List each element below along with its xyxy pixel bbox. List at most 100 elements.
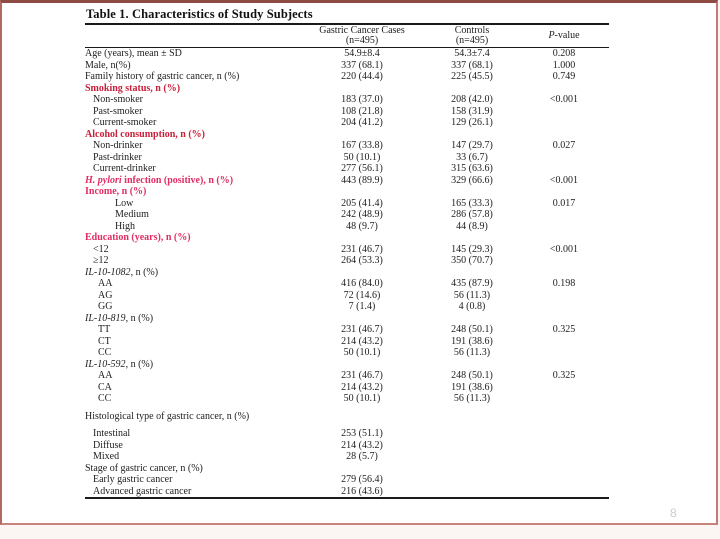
cell-pvalue: <0.001 [549,94,579,105]
cell-pvalue [519,474,609,486]
row-label: Non-smoker [93,94,143,105]
cell-cases: 183 (37.0) [341,94,383,105]
table-row: Education (years), n (%) [85,232,609,244]
cell-controls: 350 (70.7) [451,255,493,266]
row-label: Current-drinker [93,163,156,174]
cell-pvalue [519,255,609,267]
cell-controls: 191 (38.6) [451,381,493,393]
table-body: Age (years), mean ± SD 54.9±8.4 54.3±7.4… [85,48,609,499]
row-label: H. pylori infection (positive), n (%) [85,174,234,186]
row-label: Histological type of gastric cancer, n (… [85,410,250,422]
cell-controls [425,186,519,198]
row-label: IL-10-1082, n (%) [85,266,159,278]
cell-pvalue [519,129,609,141]
cell-pvalue [519,106,609,118]
table-row: High 48 (9.7) 44 (8.9) [85,221,609,233]
cell-controls: 225 (45.5) [451,71,493,82]
cell-pvalue: <0.001 [549,243,579,255]
col-header-controls-line1: Controls [454,24,490,36]
cell-cases: 337 (68.1) [341,59,383,71]
cell-controls [425,463,519,475]
cell-controls [425,359,519,371]
table-row: Low 205 (41.4) 165 (33.3) 0.017 [85,198,609,210]
cell-cases: 231 (46.7) [341,243,383,255]
row-label: Mixed [93,451,120,462]
row-label: Intestinal [93,428,131,439]
cell-pvalue [519,336,609,348]
cell-cases: 416 (84.0) [341,278,383,289]
table-row: CT 214 (43.2) 191 (38.6) [85,336,609,348]
cell-cases [299,359,425,371]
table-row: GG 7 (1.4) 4 (0.8) [85,301,609,313]
cell-cases [299,463,425,475]
cell-pvalue [519,440,609,452]
cell-controls: 165 (33.3) [451,197,493,209]
col-header-controls-line2: (n=495) [455,35,489,46]
cell-cases: 279 (56.4) [341,474,383,485]
cell-cases: 50 (10.1) [343,347,381,358]
table-row: Mixed 28 (5.7) [85,451,609,463]
cell-cases: 253 (51.1) [341,428,383,439]
cell-pvalue [519,463,609,475]
cell-controls [425,474,519,486]
cell-pvalue [519,232,609,244]
row-label: CC [98,393,112,404]
cell-cases: 167 (33.8) [341,140,383,151]
cell-cases: 264 (53.3) [341,255,383,266]
cell-cases: 48 (9.7) [346,220,378,232]
row-label: Income, n (%) [85,186,147,197]
row-label: IL-10-819, n (%) [85,312,154,324]
cell-controls: 248 (50.1) [451,324,493,335]
cell-controls: 248 (50.1) [451,370,493,381]
row-label: Male, n(%) [85,59,131,71]
cell-pvalue: <0.001 [549,174,579,186]
row-label: High [115,220,135,232]
table-row: AA 416 (84.0) 435 (87.9) 0.198 [85,278,609,290]
cell-controls: 208 (42.0) [451,94,493,105]
cell-pvalue: 0.198 [552,278,576,289]
cell-pvalue [519,428,609,440]
row-label: Age (years), mean ± SD [85,48,182,59]
cell-controls [425,267,519,279]
table-row: Smoking status, n (%) [85,83,609,95]
cell-cases: 72 (14.6) [343,289,381,301]
row-label: Alcohol consumption, n (%) [85,128,206,140]
cell-pvalue [519,359,609,371]
row-label: Education (years), n (%) [85,232,191,243]
cell-controls: 329 (66.6) [451,174,493,186]
row-label: AA [98,370,113,381]
cell-pvalue: 0.027 [552,140,576,151]
cell-cases [299,83,425,95]
table-header: Gastric Cancer Cases (n=495) Controls (n… [85,23,609,48]
row-label: Medium [115,209,149,220]
table-row: CA 214 (43.2) 191 (38.6) [85,382,609,394]
cell-controls: 191 (38.6) [451,335,493,347]
table-title: Table 1. Characteristics of Study Subjec… [86,7,313,21]
cell-controls: 56 (11.3) [453,347,491,358]
cell-pvalue: 0.325 [552,324,576,335]
cell-controls [425,313,519,325]
cell-cases: 7 (1.4) [348,301,376,312]
cell-controls: 129 (26.1) [451,117,493,128]
cell-pvalue [519,117,609,129]
table-row: Family history of gastric cancer, n (%) … [85,71,609,83]
cell-pvalue: 0.208 [552,48,576,59]
cell-cases: 220 (44.4) [341,71,383,82]
cell-pvalue: 1.000 [552,59,576,71]
cell-pvalue [519,486,609,498]
table-row: <12 231 (46.7) 145 (29.3) <0.001 [85,244,609,256]
cell-controls: 56 (11.3) [453,393,491,404]
cell-cases: 214 (43.2) [341,335,383,347]
cell-pvalue [519,393,609,405]
row-label: Advanced gastric cancer [93,485,192,497]
table-row: CC 50 (10.1) 56 (11.3) [85,393,609,405]
table-row: CC 50 (10.1) 56 (11.3) [85,347,609,359]
page-number: 8 [670,506,677,520]
row-label: AG [98,289,113,301]
cell-controls [425,428,519,440]
table-row: Non-drinker 167 (33.8) 147 (29.7) 0.027 [85,140,609,152]
row-label: Early gastric cancer [93,474,173,485]
row-label: Past-drinker [93,151,142,163]
row-label: Stage of gastric cancer, n (%) [85,462,203,474]
cell-controls: 33 (6.7) [456,151,488,163]
